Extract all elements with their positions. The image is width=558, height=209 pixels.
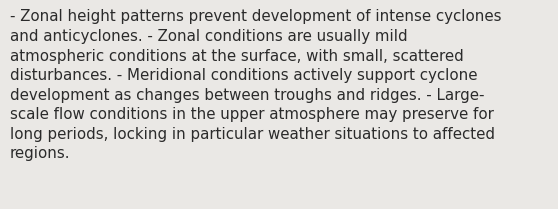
Text: - Zonal height patterns prevent development of intense cyclones
and anticyclones: - Zonal height patterns prevent developm… (10, 9, 502, 161)
